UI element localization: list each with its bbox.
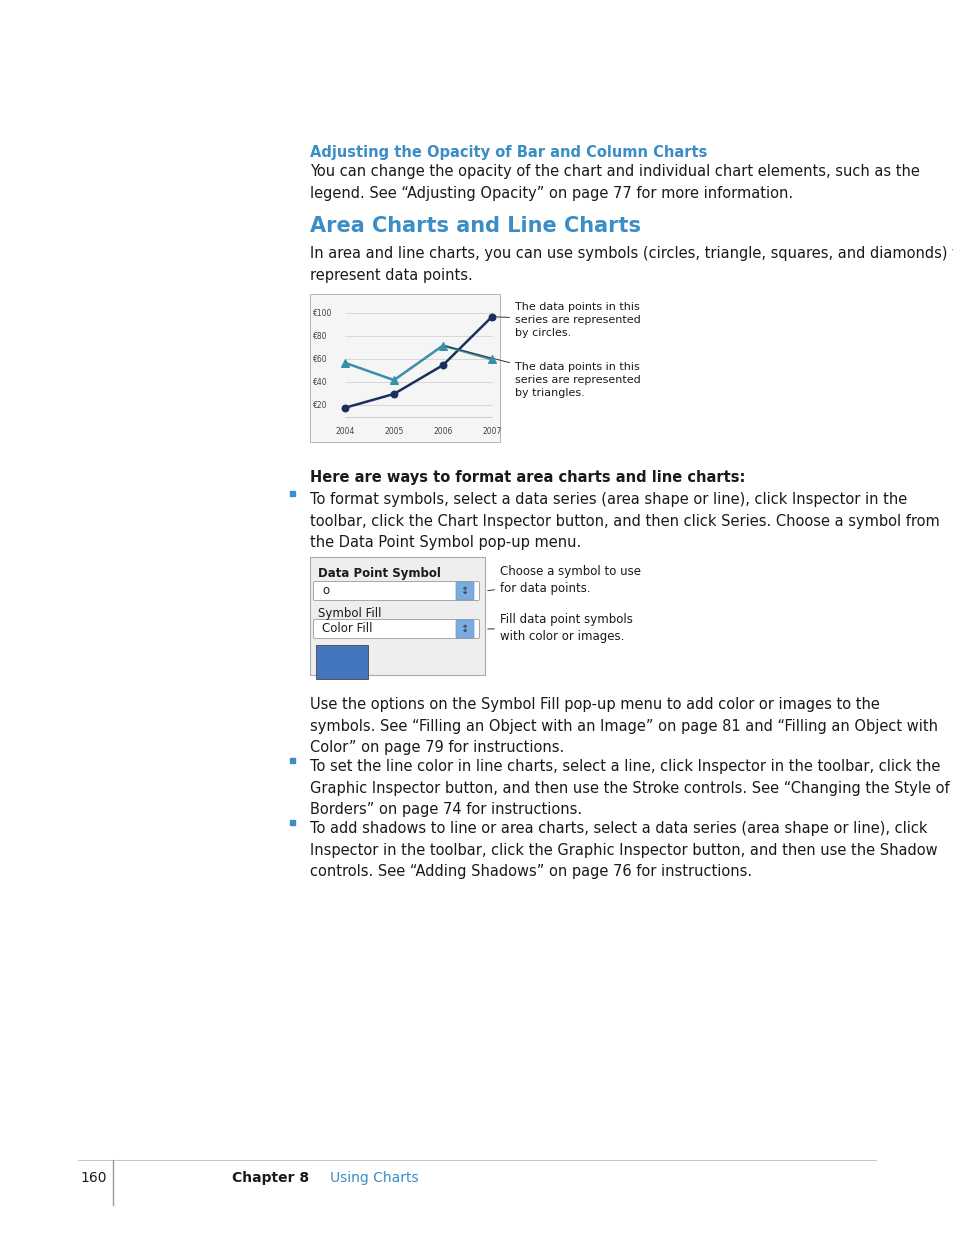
Text: The data points in this
series are represented
by triangles.: The data points in this series are repre… bbox=[445, 346, 640, 399]
Text: You can change the opacity of the chart and individual chart elements, such as t: You can change the opacity of the chart … bbox=[310, 164, 919, 200]
Text: Color Fill: Color Fill bbox=[322, 622, 372, 636]
Text: €100: €100 bbox=[313, 309, 332, 317]
Text: To format symbols, select a data series (area shape or line), click Inspector in: To format symbols, select a data series … bbox=[310, 492, 939, 551]
FancyBboxPatch shape bbox=[315, 645, 368, 679]
Point bbox=[337, 353, 353, 373]
Text: To set the line color in line charts, select a line, click Inspector in the tool: To set the line color in line charts, se… bbox=[310, 760, 948, 818]
FancyBboxPatch shape bbox=[456, 620, 474, 638]
Text: 2004: 2004 bbox=[335, 427, 355, 436]
Point bbox=[386, 370, 401, 390]
Bar bbox=[290, 492, 294, 496]
Text: Chapter 8: Chapter 8 bbox=[232, 1171, 309, 1186]
Text: €40: €40 bbox=[313, 378, 327, 387]
FancyBboxPatch shape bbox=[314, 582, 479, 600]
Text: To add shadows to line or area charts, select a data series (area shape or line): To add shadows to line or area charts, s… bbox=[310, 821, 937, 879]
Text: Data Point Symbol: Data Point Symbol bbox=[317, 567, 440, 580]
Point bbox=[435, 356, 450, 375]
Text: 160: 160 bbox=[80, 1171, 107, 1186]
Text: Fill data point symbols
with color or images.: Fill data point symbols with color or im… bbox=[487, 613, 632, 643]
Text: Choose a symbol to use
for data points.: Choose a symbol to use for data points. bbox=[487, 564, 640, 595]
Text: ↕: ↕ bbox=[460, 624, 469, 634]
Text: 2007: 2007 bbox=[482, 427, 501, 436]
Text: Area Charts and Line Charts: Area Charts and Line Charts bbox=[310, 216, 640, 236]
Text: The data points in this
series are represented
by circles.: The data points in this series are repre… bbox=[495, 303, 640, 338]
Point bbox=[484, 350, 499, 369]
Text: o: o bbox=[322, 584, 329, 598]
Text: In area and line charts, you can use symbols (circles, triangle, squares, and di: In area and line charts, you can use sym… bbox=[310, 246, 953, 283]
Bar bbox=[290, 758, 294, 763]
Text: Symbol Fill: Symbol Fill bbox=[317, 606, 381, 620]
FancyBboxPatch shape bbox=[456, 582, 474, 600]
Point bbox=[435, 336, 450, 356]
FancyBboxPatch shape bbox=[314, 620, 479, 638]
Point bbox=[337, 398, 353, 417]
Text: €20: €20 bbox=[313, 401, 327, 410]
Text: Here are ways to format area charts and line charts:: Here are ways to format area charts and … bbox=[310, 471, 744, 485]
Text: ↕: ↕ bbox=[460, 585, 469, 597]
FancyBboxPatch shape bbox=[310, 294, 499, 442]
Text: €60: €60 bbox=[313, 354, 327, 364]
Text: Adjusting the Opacity of Bar and Column Charts: Adjusting the Opacity of Bar and Column … bbox=[310, 144, 706, 161]
Text: 2006: 2006 bbox=[433, 427, 453, 436]
FancyBboxPatch shape bbox=[310, 557, 484, 676]
Text: Use the options on the Symbol Fill pop-up menu to add color or images to the
sym: Use the options on the Symbol Fill pop-u… bbox=[310, 697, 937, 755]
Point bbox=[484, 306, 499, 326]
Text: €80: €80 bbox=[313, 332, 327, 341]
Bar bbox=[290, 820, 294, 825]
Text: 2005: 2005 bbox=[384, 427, 403, 436]
Text: Using Charts: Using Charts bbox=[330, 1171, 418, 1186]
Point bbox=[386, 384, 401, 404]
